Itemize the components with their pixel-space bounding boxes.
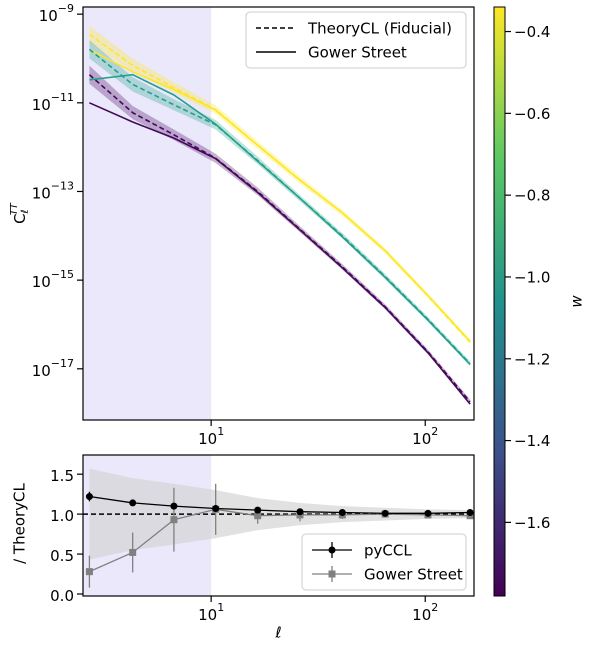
text-part: 10 <box>198 606 217 624</box>
x-tick-label: 101 <box>198 425 224 448</box>
text-part: 0.5 <box>50 547 74 565</box>
marker <box>212 505 220 513</box>
legend-label: Gower Street <box>364 566 463 584</box>
y-axis-label: CℓTT <box>9 202 31 224</box>
y-tick-label: 10−11 <box>32 91 74 114</box>
legend-label: Gower Street <box>308 44 407 62</box>
marker <box>85 493 93 501</box>
text-part: 10 <box>32 95 51 113</box>
text-part: 1.0 <box>50 507 74 525</box>
text-part: TT <box>9 202 20 215</box>
colorbar-tick-label: −0.6 <box>514 105 550 123</box>
colorbar <box>493 6 506 597</box>
text-part: 1 <box>217 601 224 614</box>
marker <box>170 502 178 510</box>
error-band <box>89 25 471 345</box>
gower-line <box>89 73 471 366</box>
marker <box>381 509 389 517</box>
x-tick-label: 102 <box>412 601 438 624</box>
text-part: 1 <box>217 425 224 438</box>
text-part: 10 <box>39 7 58 25</box>
text-part: 10 <box>198 430 217 448</box>
series-line <box>89 508 471 573</box>
marker <box>424 509 432 517</box>
text-part: 1.5 <box>50 467 74 485</box>
y-tick-label: 10−15 <box>32 268 74 291</box>
text-part: −15 <box>51 268 74 281</box>
text-part: 10 <box>412 606 431 624</box>
y-tick-label: 10−13 <box>32 179 74 202</box>
text-part: −11 <box>51 91 74 104</box>
gower-line <box>89 48 471 342</box>
marker <box>85 568 93 576</box>
marker <box>296 508 304 516</box>
text-part: 2 <box>431 425 438 438</box>
colorbar-tick-label: −1.2 <box>514 350 550 368</box>
text-part: −17 <box>51 357 74 370</box>
legend-label: pyCCL <box>364 542 412 560</box>
text-part: −13 <box>51 179 74 192</box>
legend-box <box>301 533 467 591</box>
colorbar-tick-label: −1.4 <box>514 432 550 450</box>
marker <box>254 506 262 514</box>
text-part: 0.0 <box>50 587 74 605</box>
text-part: C <box>11 213 29 223</box>
marker <box>254 512 262 520</box>
theory-line <box>88 33 471 343</box>
text-part: 10 <box>32 361 51 379</box>
colorbar-label: w <box>568 295 586 308</box>
series-line <box>89 495 471 514</box>
legend-marker <box>328 546 336 554</box>
legend-box <box>245 11 467 69</box>
axes-frame <box>82 6 475 421</box>
x-axis-label: ℓ <box>274 624 281 642</box>
gower-line <box>89 102 471 405</box>
y-tick-label: 10−17 <box>32 357 74 380</box>
y-tick-label: 10−9 <box>39 2 74 25</box>
axes-frame <box>82 454 475 597</box>
legend-marker <box>328 570 336 578</box>
text-part: 2 <box>431 601 438 614</box>
y-tick-label: 1.5 <box>50 467 74 485</box>
y-axis-label: / TheoryCL <box>11 482 29 563</box>
marker <box>129 499 137 507</box>
text-part: 10 <box>32 184 51 202</box>
text-part: ℓ <box>20 209 31 213</box>
x-tick-label: 102 <box>412 425 438 448</box>
marker <box>129 548 137 556</box>
marker <box>466 509 474 517</box>
highlight-region <box>83 7 212 420</box>
colorbar-tick-label: −0.4 <box>514 23 550 41</box>
marker <box>338 509 346 517</box>
text-part: −9 <box>58 2 74 15</box>
y-tick-label: 0.5 <box>50 547 74 565</box>
y-tick-label: 1.0 <box>50 507 74 525</box>
text-part: 10 <box>32 273 51 291</box>
text-part: 10 <box>412 430 431 448</box>
marker <box>170 516 178 524</box>
colorbar-tick-label: −0.8 <box>514 187 550 205</box>
colorbar-tick-label: −1.0 <box>514 268 550 286</box>
legend-label: TheoryCL (Fiducial) <box>307 20 452 38</box>
x-tick-label: 101 <box>198 601 224 624</box>
y-tick-label: 0.0 <box>50 587 74 605</box>
error-band <box>89 40 471 367</box>
colorbar-tick-label: −1.6 <box>514 514 550 532</box>
